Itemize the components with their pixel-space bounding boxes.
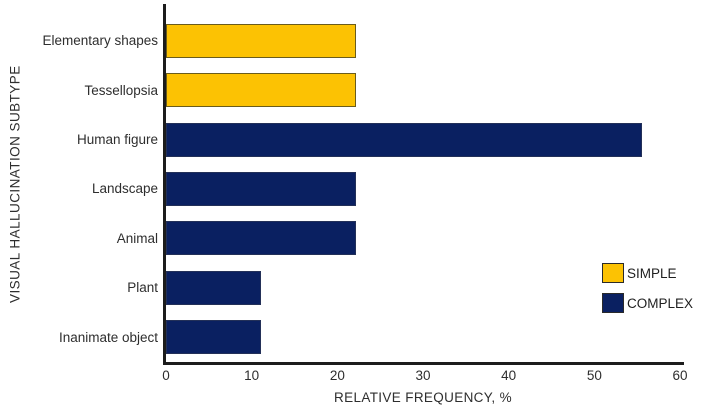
category-axis-labels: Elementary shapes Tessellopsia Human figur… — [26, 4, 158, 362]
legend-swatch-icon — [602, 263, 624, 283]
x-axis-title: RELATIVE FREQUENCY, % — [334, 390, 512, 405]
category-label: Human figure — [76, 132, 158, 148]
legend-label: SIMPLE — [627, 265, 677, 281]
bar-simple — [166, 23, 357, 58]
bar-row — [166, 164, 680, 213]
x-tick-label: 20 — [329, 368, 345, 383]
x-axis-tick-labels: 0 10 20 30 40 50 60 — [162, 368, 687, 385]
category-label: Tessellopsia — [84, 82, 158, 98]
bar-row — [166, 263, 680, 312]
category-label: Animal — [116, 230, 158, 246]
legend-entry-simple: SIMPLE — [602, 263, 693, 283]
legend-swatch-icon — [602, 293, 624, 313]
y-axis-title: VISUAL HALLUCINATION SUBTYPE — [7, 65, 23, 303]
bar-row — [166, 16, 680, 65]
bar-row — [166, 65, 680, 114]
bar-simple — [166, 73, 357, 108]
x-tick-label: 30 — [415, 368, 431, 383]
x-tick-label: 10 — [244, 368, 260, 383]
legend-entry-complex: COMPLEX — [602, 293, 693, 313]
bar-complex — [166, 320, 262, 355]
category-label: Inanimate object — [58, 329, 158, 345]
x-tick-label: 50 — [586, 368, 602, 383]
bar-row — [166, 214, 680, 263]
plot-area — [163, 4, 684, 365]
bar-complex — [166, 171, 357, 206]
category-label: Elementary shapes — [42, 33, 158, 49]
category-label: Landscape — [91, 181, 158, 197]
bar-complex — [166, 270, 262, 305]
bar-row — [166, 313, 680, 362]
x-tick-label: 40 — [501, 368, 517, 383]
bar-complex — [166, 221, 357, 256]
bars-container — [166, 4, 680, 362]
x-tick-label: 60 — [672, 368, 688, 383]
bar-row — [166, 115, 680, 164]
legend: SIMPLE COMPLEX — [602, 263, 693, 323]
legend-label: COMPLEX — [627, 295, 694, 311]
category-label: Plant — [127, 280, 158, 296]
bar-complex — [166, 122, 643, 157]
x-tick-label: 0 — [162, 368, 170, 383]
